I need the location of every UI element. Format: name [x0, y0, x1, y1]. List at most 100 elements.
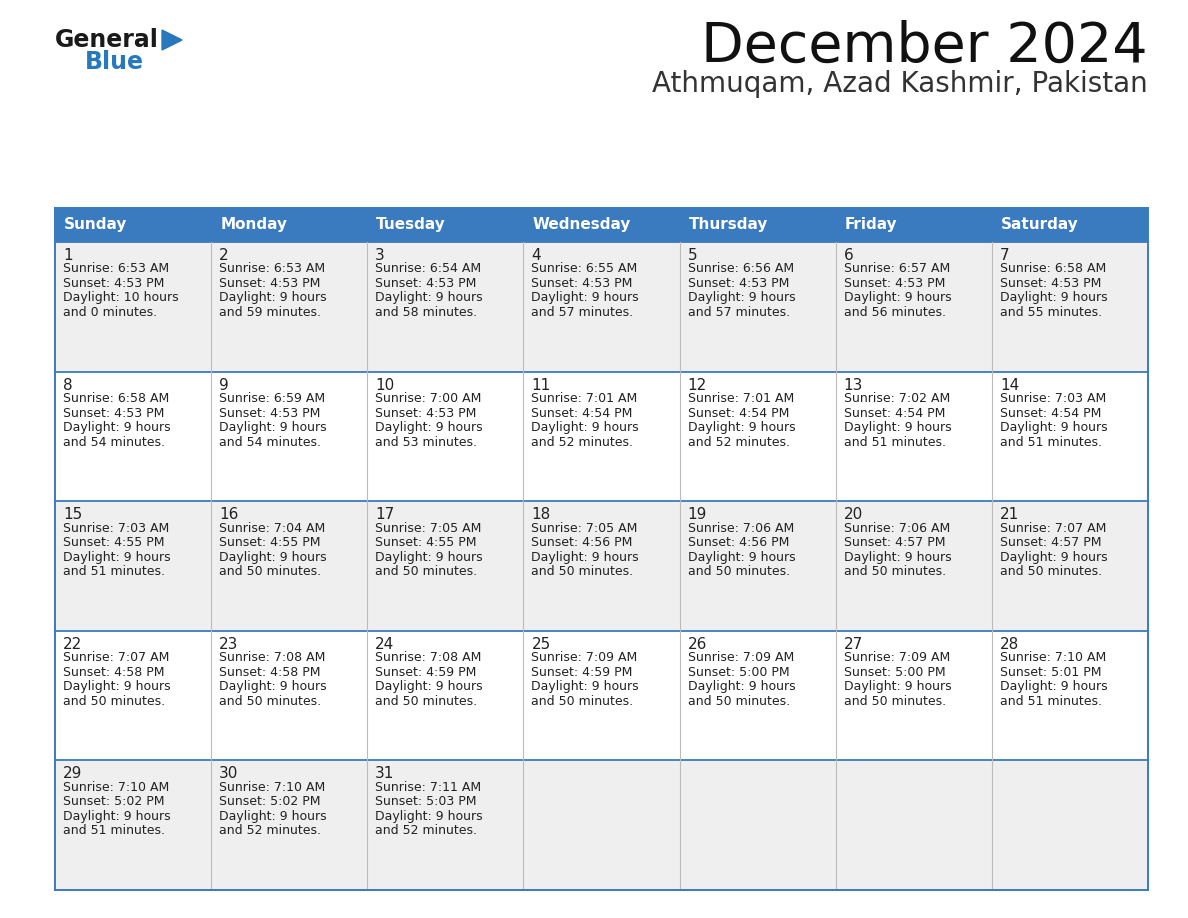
Text: Sunrise: 6:53 AM: Sunrise: 6:53 AM: [219, 263, 326, 275]
Text: General: General: [55, 28, 159, 52]
Text: Sunrise: 7:04 AM: Sunrise: 7:04 AM: [219, 521, 326, 534]
Text: Daylight: 10 hours: Daylight: 10 hours: [63, 292, 178, 305]
Text: Daylight: 9 hours: Daylight: 9 hours: [531, 680, 639, 693]
Text: Sunrise: 7:09 AM: Sunrise: 7:09 AM: [688, 651, 794, 665]
Text: and 50 minutes.: and 50 minutes.: [531, 565, 633, 578]
Text: 27: 27: [843, 637, 862, 652]
Text: Sunset: 4:53 PM: Sunset: 4:53 PM: [63, 277, 164, 290]
Text: 24: 24: [375, 637, 394, 652]
Text: Sunset: 4:55 PM: Sunset: 4:55 PM: [63, 536, 164, 549]
Text: 20: 20: [843, 508, 862, 522]
Text: Sunrise: 7:02 AM: Sunrise: 7:02 AM: [843, 392, 950, 405]
Text: Friday: Friday: [845, 218, 897, 232]
Text: 3: 3: [375, 248, 385, 263]
Text: Blue: Blue: [86, 50, 144, 74]
Text: Daylight: 9 hours: Daylight: 9 hours: [375, 680, 482, 693]
Text: Sunrise: 6:59 AM: Sunrise: 6:59 AM: [219, 392, 326, 405]
Text: and 50 minutes.: and 50 minutes.: [531, 695, 633, 708]
Text: Sunrise: 6:56 AM: Sunrise: 6:56 AM: [688, 263, 794, 275]
Text: 19: 19: [688, 508, 707, 522]
Text: Sunset: 4:54 PM: Sunset: 4:54 PM: [531, 407, 633, 420]
Text: Sunrise: 7:08 AM: Sunrise: 7:08 AM: [219, 651, 326, 665]
Text: Saturday: Saturday: [1000, 218, 1079, 232]
Text: Daylight: 9 hours: Daylight: 9 hours: [375, 292, 482, 305]
Text: Sunset: 4:56 PM: Sunset: 4:56 PM: [688, 536, 789, 549]
Text: Sunset: 4:53 PM: Sunset: 4:53 PM: [843, 277, 946, 290]
Text: and 59 minutes.: and 59 minutes.: [219, 306, 321, 319]
Text: and 53 minutes.: and 53 minutes.: [375, 436, 478, 449]
Text: Sunset: 4:53 PM: Sunset: 4:53 PM: [1000, 277, 1101, 290]
Text: Daylight: 9 hours: Daylight: 9 hours: [375, 551, 482, 564]
Text: 21: 21: [1000, 508, 1019, 522]
Text: Sunset: 4:58 PM: Sunset: 4:58 PM: [219, 666, 321, 678]
Text: Athmuqam, Azad Kashmir, Pakistan: Athmuqam, Azad Kashmir, Pakistan: [652, 70, 1148, 98]
Text: Daylight: 9 hours: Daylight: 9 hours: [843, 292, 952, 305]
Text: Sunset: 5:01 PM: Sunset: 5:01 PM: [1000, 666, 1101, 678]
Text: 15: 15: [63, 508, 82, 522]
Text: 25: 25: [531, 637, 551, 652]
Text: Sunset: 4:57 PM: Sunset: 4:57 PM: [843, 536, 946, 549]
Text: 14: 14: [1000, 377, 1019, 393]
Text: 11: 11: [531, 377, 551, 393]
Bar: [55, 760, 1148, 890]
Text: 22: 22: [63, 637, 82, 652]
Text: Sunset: 4:54 PM: Sunset: 4:54 PM: [1000, 407, 1101, 420]
Text: 1: 1: [63, 248, 72, 263]
Bar: [55, 501, 1148, 631]
Text: Daylight: 9 hours: Daylight: 9 hours: [688, 680, 795, 693]
Text: and 50 minutes.: and 50 minutes.: [219, 695, 321, 708]
Text: and 50 minutes.: and 50 minutes.: [375, 695, 478, 708]
Text: 18: 18: [531, 508, 551, 522]
Text: Daylight: 9 hours: Daylight: 9 hours: [63, 551, 171, 564]
Text: Sunrise: 7:10 AM: Sunrise: 7:10 AM: [219, 781, 326, 794]
Text: Sunrise: 7:01 AM: Sunrise: 7:01 AM: [688, 392, 794, 405]
Text: Sunrise: 7:10 AM: Sunrise: 7:10 AM: [1000, 651, 1106, 665]
Text: Monday: Monday: [220, 218, 287, 232]
Text: Daylight: 9 hours: Daylight: 9 hours: [375, 810, 482, 823]
Text: 4: 4: [531, 248, 541, 263]
Text: 23: 23: [219, 637, 239, 652]
Text: and 54 minutes.: and 54 minutes.: [219, 436, 321, 449]
Text: and 52 minutes.: and 52 minutes.: [375, 824, 478, 837]
Bar: [55, 242, 1148, 372]
Text: and 54 minutes.: and 54 minutes.: [63, 436, 165, 449]
Text: Daylight: 9 hours: Daylight: 9 hours: [531, 421, 639, 434]
Text: Sunrise: 7:05 AM: Sunrise: 7:05 AM: [531, 521, 638, 534]
Text: and 51 minutes.: and 51 minutes.: [63, 824, 165, 837]
Text: Sunset: 4:59 PM: Sunset: 4:59 PM: [531, 666, 633, 678]
Text: Daylight: 9 hours: Daylight: 9 hours: [1000, 421, 1107, 434]
Text: Sunrise: 6:54 AM: Sunrise: 6:54 AM: [375, 263, 481, 275]
Text: and 56 minutes.: and 56 minutes.: [843, 306, 946, 319]
Text: and 51 minutes.: and 51 minutes.: [63, 565, 165, 578]
Text: Sunrise: 7:01 AM: Sunrise: 7:01 AM: [531, 392, 638, 405]
Text: Sunrise: 7:03 AM: Sunrise: 7:03 AM: [63, 521, 169, 534]
Text: 7: 7: [1000, 248, 1010, 263]
Text: Sunset: 4:53 PM: Sunset: 4:53 PM: [63, 407, 164, 420]
Text: 8: 8: [63, 377, 72, 393]
Text: Sunrise: 6:58 AM: Sunrise: 6:58 AM: [1000, 263, 1106, 275]
Text: 13: 13: [843, 377, 864, 393]
Text: 6: 6: [843, 248, 853, 263]
Polygon shape: [162, 30, 182, 50]
Text: 9: 9: [219, 377, 229, 393]
Text: Sunrise: 7:09 AM: Sunrise: 7:09 AM: [843, 651, 950, 665]
Text: Daylight: 9 hours: Daylight: 9 hours: [219, 421, 327, 434]
Text: Sunrise: 7:07 AM: Sunrise: 7:07 AM: [63, 651, 170, 665]
Text: 16: 16: [219, 508, 239, 522]
Text: Sunrise: 7:06 AM: Sunrise: 7:06 AM: [843, 521, 950, 534]
Text: 12: 12: [688, 377, 707, 393]
Text: 17: 17: [375, 508, 394, 522]
Text: Sunrise: 7:03 AM: Sunrise: 7:03 AM: [1000, 392, 1106, 405]
Text: Daylight: 9 hours: Daylight: 9 hours: [375, 421, 482, 434]
Text: 31: 31: [375, 767, 394, 781]
Text: Sunset: 5:03 PM: Sunset: 5:03 PM: [375, 795, 476, 809]
Text: Sunrise: 6:58 AM: Sunrise: 6:58 AM: [63, 392, 169, 405]
Text: and 52 minutes.: and 52 minutes.: [219, 824, 321, 837]
Text: Sunset: 4:56 PM: Sunset: 4:56 PM: [531, 536, 633, 549]
Text: 2: 2: [219, 248, 229, 263]
Text: and 52 minutes.: and 52 minutes.: [531, 436, 633, 449]
Text: Sunset: 4:55 PM: Sunset: 4:55 PM: [219, 536, 321, 549]
Text: Sunset: 4:53 PM: Sunset: 4:53 PM: [219, 407, 321, 420]
Text: Sunset: 4:53 PM: Sunset: 4:53 PM: [531, 277, 633, 290]
Bar: [55, 208, 1148, 242]
